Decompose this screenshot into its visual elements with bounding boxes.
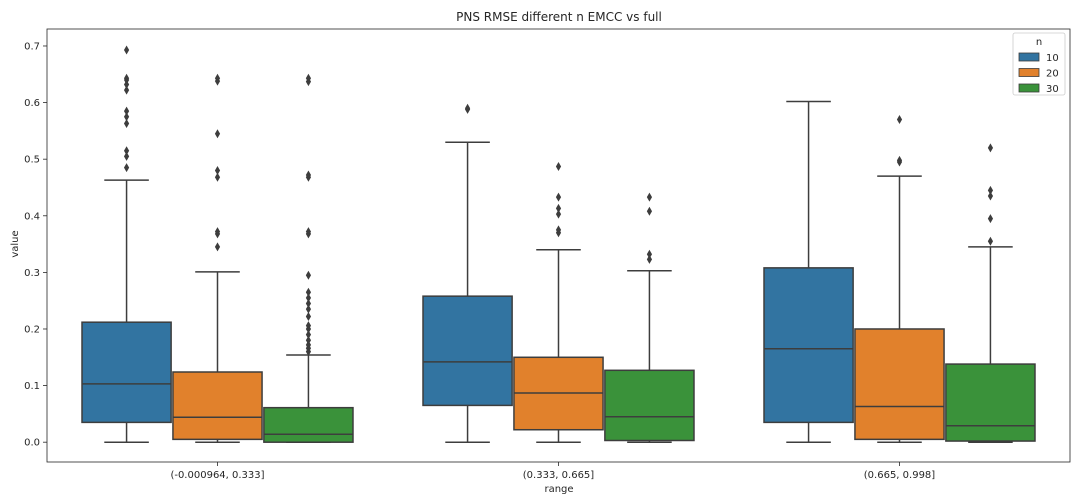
box-10-cat2-body <box>422 295 513 407</box>
x-tick-label: (-0.000964, 0.333] <box>170 470 264 481</box>
box-20-cat1-outlier <box>214 73 221 83</box>
box-30-cat1-outlier <box>305 321 312 331</box>
box-10-cat1-outlier <box>123 106 130 116</box>
box-20-cat3-body <box>854 328 945 441</box>
box-20-cat3-outlier <box>896 115 903 125</box>
box-30-cat3-outlier <box>987 214 994 224</box>
box-30-cat1-outlier <box>305 330 312 340</box>
legend-label-20: 20 <box>1046 69 1059 80</box>
legend-swatch-10 <box>1018 52 1040 62</box>
box-30-cat1-outlier <box>305 293 312 303</box>
box-10-cat1-outlier <box>123 112 130 122</box>
box-10-cat1-outlier <box>123 79 130 89</box>
legend-swatch-20 <box>1018 68 1040 77</box>
box-20-cat1-outlier <box>214 227 221 237</box>
box-10-cat1-body <box>81 321 172 424</box>
box-20-cat2-outlier <box>555 162 562 172</box>
box-20-cat1-outlier <box>214 166 221 176</box>
box-30-cat1-outlier <box>305 227 312 237</box>
y-tick-label: 0.4 <box>24 211 40 222</box>
y-tick-label: 0.0 <box>24 438 40 449</box>
box-30-cat1-outlier <box>305 270 312 280</box>
plot-area <box>46 28 1071 463</box>
box-30-cat2-outlier <box>646 249 653 259</box>
box-10-cat1-outlier <box>123 73 130 83</box>
x-axis: (-0.000964, 0.333] (0.333, 0.665] (0.665, … <box>170 462 935 481</box>
box-30-cat3-outlier <box>987 143 994 153</box>
x-tick-label: (0.665, 0.998] <box>864 470 936 481</box>
y-tick-label: 0.6 <box>24 98 40 109</box>
box-30-cat1-outlier <box>305 312 312 322</box>
x-axis-label: range <box>544 484 573 495</box>
box-10-cat1-outlier <box>123 85 130 95</box>
y-axis-label: value <box>10 230 21 257</box>
box-30-cat1-body <box>263 406 354 443</box>
box-20-cat2-outlier <box>555 225 562 235</box>
y-tick-label: 0.5 <box>24 155 40 166</box>
box-20-cat1-outlier <box>214 129 221 139</box>
box-10-cat1-outlier <box>123 163 130 173</box>
box-30-cat2-outlier <box>646 254 653 264</box>
chart-title: PNS RMSE different n EMCC vs full <box>456 10 662 24</box>
x-tick-label: (0.333, 0.665] <box>523 470 595 481</box>
box-30-cat3-outlier <box>987 236 994 246</box>
box-20-cat1-outlier <box>214 172 221 182</box>
box-30-cat2-outlier <box>646 206 653 216</box>
box-30-cat1-outlier <box>305 340 312 350</box>
box-10-cat1-outlier <box>123 151 130 161</box>
box-30-cat1-outlier <box>305 335 312 345</box>
box-20-cat1-body <box>172 371 263 441</box>
legend-label-30: 30 <box>1046 84 1059 95</box>
y-tick-label: 0.3 <box>24 268 40 279</box>
box-20-cat3-outlier <box>896 155 903 165</box>
legend-swatch-30 <box>1018 83 1040 93</box>
box-20-cat2-outlier <box>555 203 562 213</box>
box-30-cat1-outlier <box>305 304 312 314</box>
box-20-cat1-outlier <box>214 242 221 252</box>
box-20-cat2-outlier <box>555 209 562 219</box>
box-10-cat1-outlier <box>123 45 130 55</box>
box-10-cat3-body <box>763 267 854 424</box>
box-30-cat3-outlier <box>987 185 994 195</box>
y-axis: 0.0 0.1 0.2 0.3 0.4 0.5 0.6 0.7 <box>24 41 47 449</box>
box-30-cat3-outlier <box>987 191 994 201</box>
box-30-cat1-outlier <box>305 73 312 83</box>
y-tick-label: 0.2 <box>24 324 40 335</box>
box-30-cat2-outlier <box>646 192 653 202</box>
box-30-cat1-outlier <box>305 299 312 309</box>
box-30-cat1-outlier <box>305 287 312 297</box>
box-10-cat2-outlier <box>464 103 471 113</box>
legend-box <box>1012 32 1066 96</box>
box-10-cat1-outlier <box>123 119 130 129</box>
y-tick-label: 0.7 <box>24 41 40 52</box>
box-10-cat1-outlier <box>123 146 130 156</box>
box-30-cat3-body <box>945 363 1036 442</box>
legend-title: n <box>1036 37 1042 48</box>
box-20-cat2-outlier <box>555 192 562 202</box>
legend-label-10: 10 <box>1046 53 1059 64</box>
y-tick-label: 0.1 <box>24 381 40 392</box>
legend: n 10 20 30 <box>1012 32 1066 96</box>
box-30-cat2-body <box>604 369 695 442</box>
box-30-cat1-outlier <box>305 170 312 180</box>
